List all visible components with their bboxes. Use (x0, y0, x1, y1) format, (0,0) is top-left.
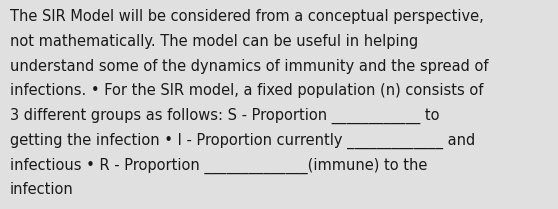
Text: infection: infection (10, 182, 74, 197)
Text: 3 different groups as follows: S - Proportion ____________ to: 3 different groups as follows: S - Propo… (10, 108, 440, 124)
Text: infectious • R - Proportion ______________(immune) to the: infectious • R - Proportion ____________… (10, 157, 427, 174)
Text: not mathematically. The model can be useful in helping: not mathematically. The model can be use… (10, 34, 418, 49)
Text: infections. • For the SIR model, a fixed population (n) consists of: infections. • For the SIR model, a fixed… (10, 83, 483, 98)
Text: understand some of the dynamics of immunity and the spread of: understand some of the dynamics of immun… (10, 59, 489, 74)
Text: getting the infection • I - Proportion currently _____________ and: getting the infection • I - Proportion c… (10, 133, 475, 149)
Text: The SIR Model will be considered from a conceptual perspective,: The SIR Model will be considered from a … (10, 9, 484, 24)
